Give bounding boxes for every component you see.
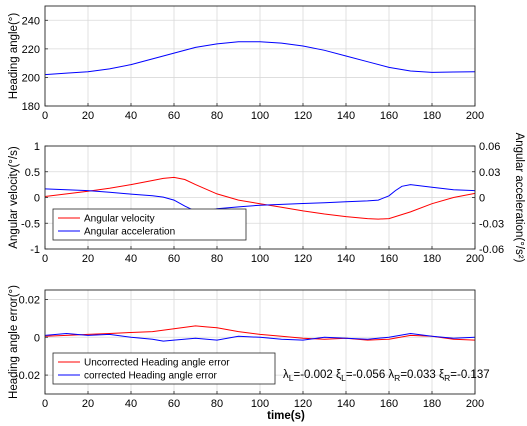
y-axis-label: Angular velocity(°/s) (8, 146, 20, 249)
x-tick-label: 180 (423, 110, 441, 122)
x-tick-label: 120 (294, 398, 312, 410)
parameter-annotation: λL=-0.002 ξL=-0.056 λR=0.033 ξR=-0.137 (283, 369, 490, 383)
series-line (44, 176, 476, 220)
x-tick-label: 20 (82, 110, 94, 122)
y-tick-label: -0.5 (21, 218, 40, 230)
x-tick-label: 60 (168, 253, 180, 265)
series-line (44, 184, 476, 213)
y-tick-label: -1 (30, 244, 40, 256)
y-tick-label: 0.02 (19, 294, 40, 306)
x-tick-label: 60 (168, 110, 180, 122)
x-tick-label: 120 (294, 253, 312, 265)
x-tick-label: 80 (211, 110, 223, 122)
y-axis-label: Heading angle error(°) (8, 285, 20, 399)
x-tick-label: 140 (337, 110, 355, 122)
x-tick-label: 80 (211, 253, 223, 265)
x-tick-label: 200 (466, 253, 484, 265)
x-tick-label: 20 (82, 398, 94, 410)
x-tick-label: 40 (125, 110, 137, 122)
x-tick-label: 0 (42, 110, 48, 122)
legend-label: corrected Heading angle error (84, 371, 218, 382)
series-line (44, 41, 476, 76)
legend-label: Uncorrected Heading angle error (84, 358, 230, 369)
y2-tick-label: -0.03 (479, 218, 504, 230)
legend: Uncorrected Heading angle error corrected… (52, 352, 276, 385)
legend-label: Angular velocity (84, 214, 155, 225)
x-tick-label: 140 (337, 253, 355, 265)
x-tick-label: 200 (466, 110, 484, 122)
y-axis-label: Heading angle(°) (8, 13, 20, 100)
x-tick-label: 180 (423, 398, 441, 410)
heading-error-panel: 0 20 40 60 80 100 120 140 160 180 200 -0.02 0 0.02Hea… (8, 285, 484, 410)
y-tick-label: -0.02 (15, 370, 40, 382)
x-tick-label: 40 (125, 253, 137, 265)
x-tick-label: 160 (380, 398, 398, 410)
y2-tick-label: 0.06 (479, 141, 500, 153)
x-tick-label: 160 (380, 253, 398, 265)
x-tick-label: 80 (211, 398, 223, 410)
legend-box (52, 208, 247, 241)
x-tick-label: 160 (380, 110, 398, 122)
legend-box (52, 352, 276, 385)
legend: Angular velocity Angular acceleration (52, 208, 247, 241)
x-tick-label: 40 (125, 398, 137, 410)
x-tick-label: 140 (337, 398, 355, 410)
y2-tick-label: 0.03 (479, 167, 500, 179)
x-tick-label: 60 (168, 398, 180, 410)
x-tick-label: 0 (42, 398, 48, 410)
x-tick-label: 100 (251, 110, 269, 122)
x-axis-label: time(s) (267, 410, 305, 422)
y-tick-label: 0 (34, 332, 40, 344)
legend-label: Angular acceleration (84, 227, 175, 238)
y-tick-label: 0.5 (25, 167, 40, 179)
angular-rate-panel: 0 20 40 60 80 100 120 140 160 180 200 -1 -0.5 0 0.5 1 -0… (8, 133, 525, 265)
y2-tick-label: 0 (479, 193, 485, 205)
heading-angle-panel: 0 20 40 60 80 100 120 140 160 180 200 180 200 220 240H… (8, 5, 484, 122)
y-tick-label: 200 (22, 72, 40, 84)
y2-axis-label: Angular acceleration(°/s²) (513, 133, 525, 263)
y-tick-label: 220 (22, 44, 40, 56)
x-tick-label: 100 (251, 253, 269, 265)
y2-tick-label: -0.06 (479, 244, 504, 256)
x-tick-label: 120 (294, 110, 312, 122)
x-tick-label: 0 (42, 253, 48, 265)
series-line (44, 332, 476, 342)
x-tick-label: 20 (82, 253, 94, 265)
x-tick-label: 100 (251, 398, 269, 410)
y-tick-label: 0 (34, 193, 40, 205)
series-line (44, 325, 476, 341)
y-tick-label: 180 (22, 101, 40, 113)
y-tick-label: 1 (34, 141, 40, 153)
y-tick-label: 240 (22, 15, 40, 27)
x-tick-label: 200 (466, 398, 484, 410)
x-tick-label: 180 (423, 253, 441, 265)
